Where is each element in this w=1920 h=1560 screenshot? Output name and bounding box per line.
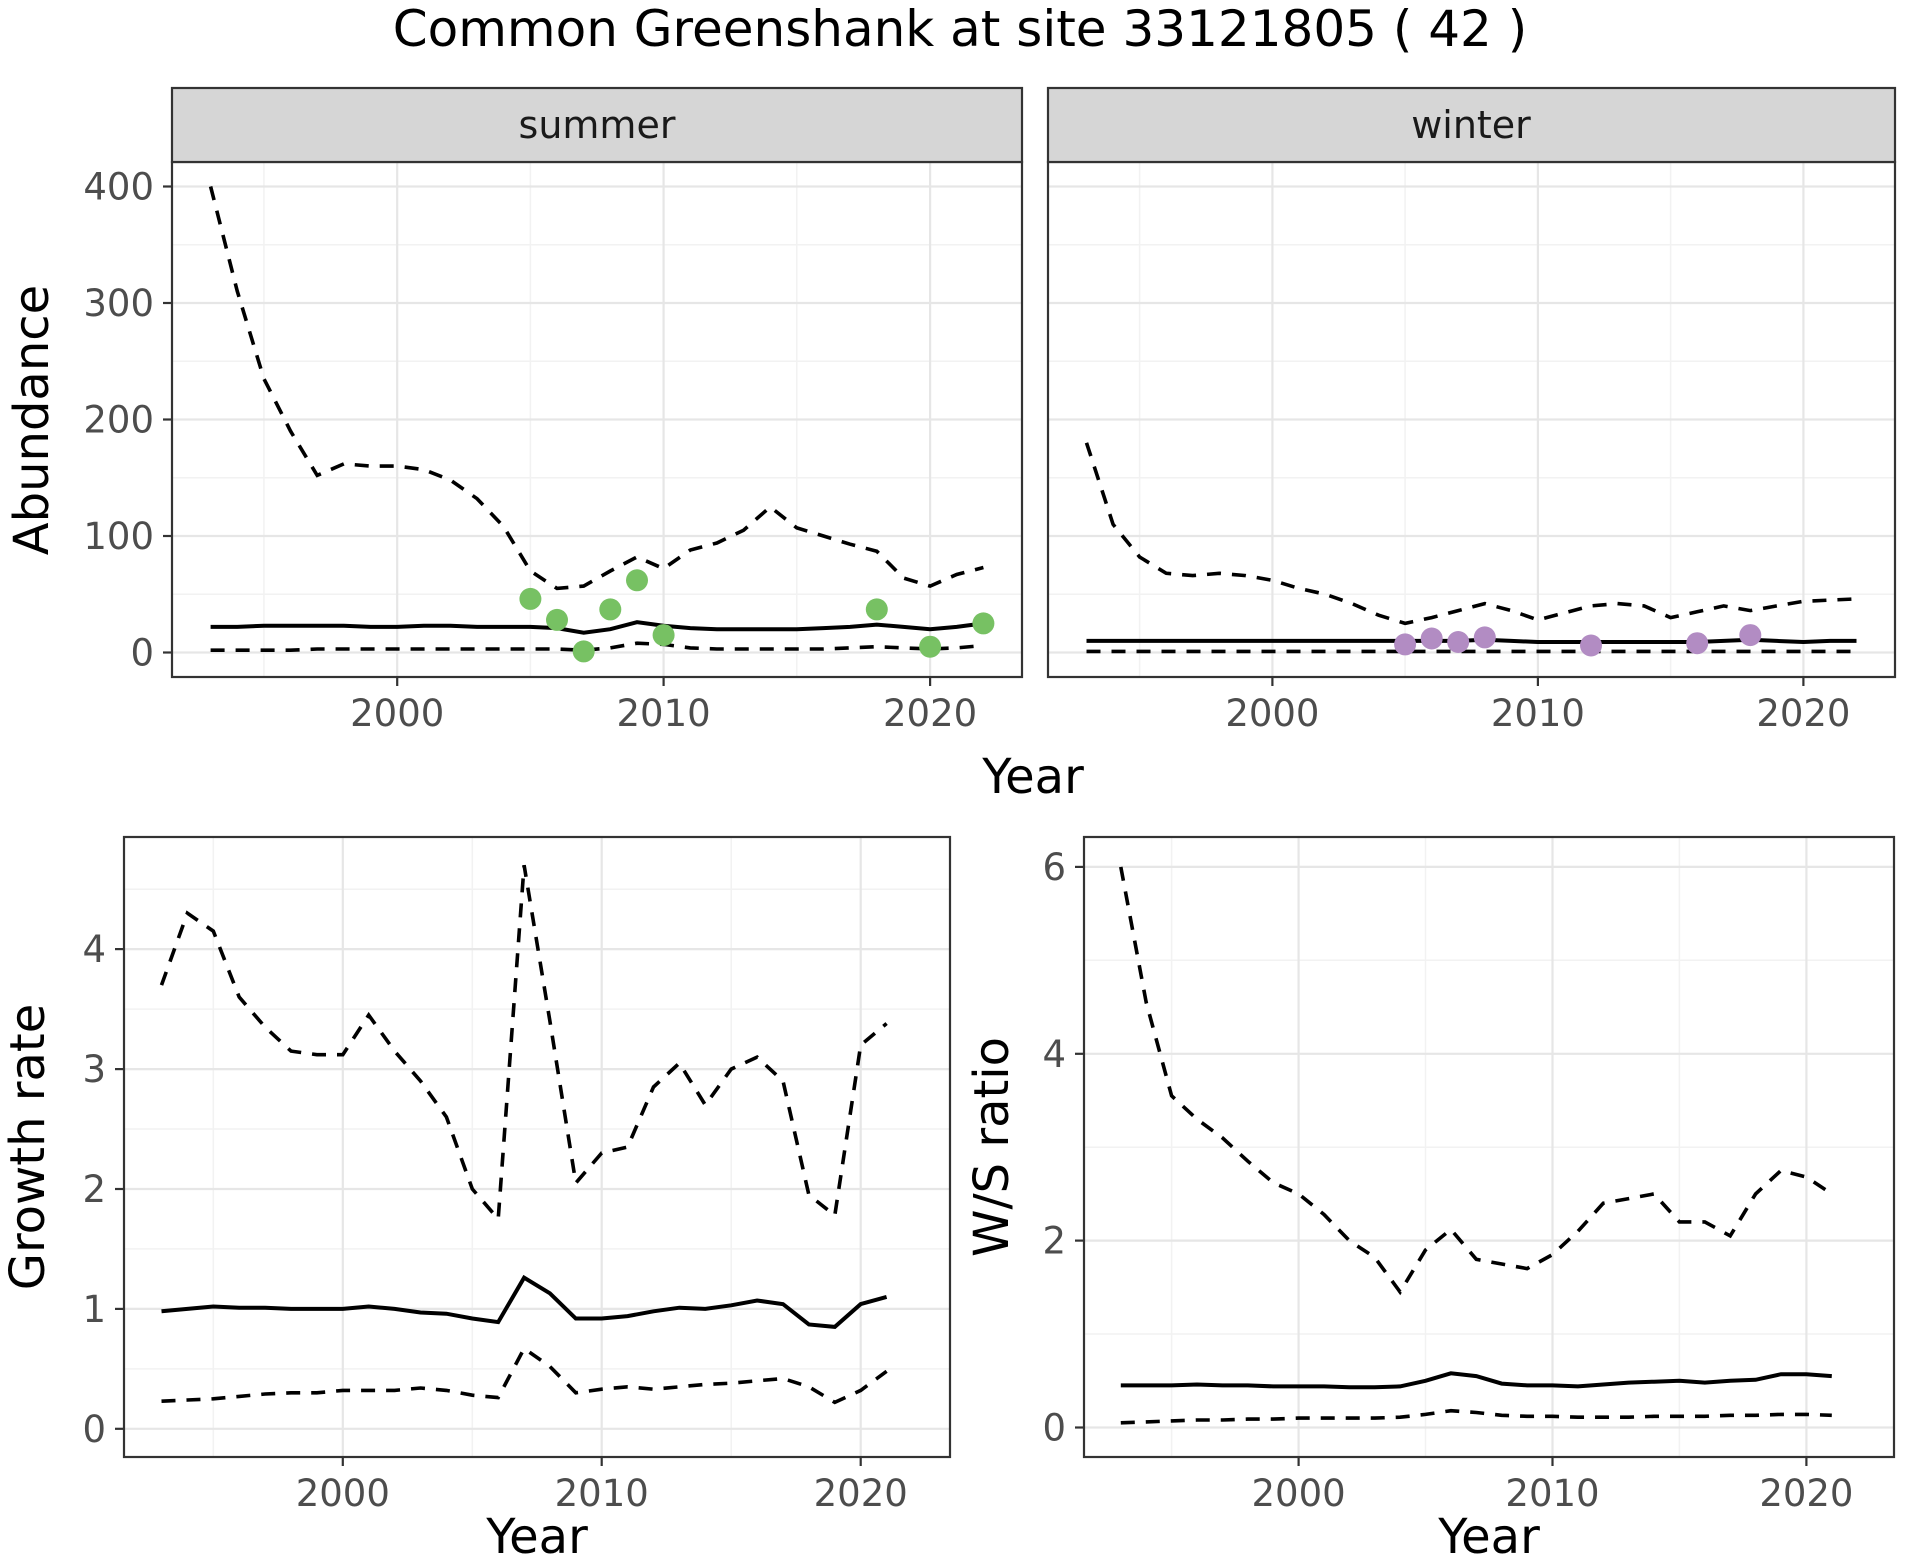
strip-winter bbox=[1046, 86, 1897, 164]
growth_rate-lower-95ci-line bbox=[161, 1345, 888, 1405]
x-axis-title-year-top: Year bbox=[981, 749, 1084, 805]
observed-count-point bbox=[1394, 633, 1417, 656]
abundance_summer-lower-95ci-line bbox=[210, 641, 984, 653]
y-tick-label: 300 bbox=[83, 282, 154, 325]
abundance_winter-upper-95ci-line bbox=[1084, 442, 1857, 626]
panel-border bbox=[1082, 835, 1896, 1459]
x-tick-label: 2010 bbox=[1505, 1472, 1599, 1515]
observed-count-point bbox=[1580, 634, 1602, 657]
abundance_summer-upper-95ci-line bbox=[208, 186, 984, 591]
x-tick-label: 2020 bbox=[814, 1472, 908, 1515]
y-tick-label: 6 bbox=[1042, 846, 1066, 889]
observed-count-point bbox=[1420, 627, 1443, 650]
observed-count-point bbox=[626, 569, 648, 592]
x-axis-title-year-growth: Year bbox=[485, 1509, 588, 1560]
strip-summer-label: summer bbox=[519, 103, 676, 147]
ws_ratio-estimate-line bbox=[1120, 1371, 1832, 1390]
x-tick-label: 2010 bbox=[1491, 692, 1585, 735]
y-tick-label: 400 bbox=[83, 166, 154, 209]
y-tick-label: 0 bbox=[1042, 1407, 1066, 1450]
y-tick-label: 4 bbox=[82, 928, 106, 971]
x-tick-label: 2020 bbox=[1756, 692, 1850, 735]
y-tick-label: 2 bbox=[1042, 1220, 1066, 1263]
y-axis-title-growth-rate: Growth rate bbox=[0, 1004, 56, 1291]
y-axis-title-ws-ratio: W/S ratio bbox=[964, 1037, 1020, 1257]
y-axis-title-abundance: Abundance bbox=[4, 285, 60, 555]
growth_rate-estimate-line bbox=[161, 1274, 888, 1329]
ws_ratio-lower-95ci-line bbox=[1120, 1408, 1832, 1425]
observed-count-point bbox=[865, 598, 888, 621]
growth_rate-upper-95ci-line bbox=[159, 864, 888, 1224]
panel-abundance_summer: 2000 2010 2020 0 100 200 300 400 bbox=[83, 160, 1024, 735]
observed-count-point bbox=[972, 612, 995, 635]
y-tick-label: 3 bbox=[82, 1048, 106, 1091]
strip-summer bbox=[170, 86, 1024, 164]
observed-count-point bbox=[1447, 631, 1470, 653]
y-tick-label: 4 bbox=[1042, 1033, 1066, 1076]
ws_ratio-upper-95ci-line bbox=[1119, 866, 1833, 1296]
plot-title: Common Greenshank at site 33121805 ( 42 … bbox=[393, 0, 1528, 58]
abundance_summer-estimate-line bbox=[210, 620, 984, 635]
y-tick-label: 100 bbox=[83, 515, 154, 558]
observed-count-point bbox=[1739, 624, 1762, 647]
y-tick-label: 200 bbox=[83, 399, 154, 442]
y-tick-label: 0 bbox=[130, 632, 154, 675]
x-tick-label: 2000 bbox=[350, 692, 444, 735]
y-tick-label: 2 bbox=[82, 1168, 106, 1211]
observed-count-point bbox=[599, 598, 622, 621]
panel-growth_rate: 2000 2010 2020 0 1 2 3 4 bbox=[82, 835, 952, 1515]
panel-border bbox=[122, 835, 952, 1459]
panel-ws_ratio: 2000 2010 2020 0 2 4 6 bbox=[1042, 835, 1896, 1515]
panel-abundance_winter: 2000 2010 2020 bbox=[1046, 160, 1897, 735]
panel-background bbox=[124, 837, 950, 1457]
y-tick-label: 1 bbox=[82, 1288, 106, 1331]
observed-count-point bbox=[1686, 632, 1709, 655]
x-tick-label: 2020 bbox=[883, 692, 977, 735]
abundance_winter-estimate-line bbox=[1086, 637, 1857, 645]
x-tick-label: 2010 bbox=[617, 692, 711, 735]
x-tick-label: 2000 bbox=[296, 1472, 390, 1515]
y-tick-label: 0 bbox=[82, 1408, 106, 1451]
observed-count-point bbox=[652, 624, 675, 647]
x-tick-label: 2000 bbox=[1225, 692, 1319, 735]
x-tick-label: 2020 bbox=[1759, 1472, 1853, 1515]
strip-winter-label: winter bbox=[1411, 103, 1531, 147]
observed-count-point bbox=[919, 635, 942, 658]
x-tick-label: 2010 bbox=[555, 1472, 649, 1515]
observed-count-point bbox=[572, 640, 595, 663]
observed-count-point bbox=[519, 587, 542, 610]
observed-count-point bbox=[1473, 626, 1496, 649]
x-tick-label: 2000 bbox=[1252, 1472, 1346, 1515]
observed-count-point bbox=[546, 608, 568, 631]
x-axis-title-year-ws: Year bbox=[1437, 1509, 1540, 1560]
